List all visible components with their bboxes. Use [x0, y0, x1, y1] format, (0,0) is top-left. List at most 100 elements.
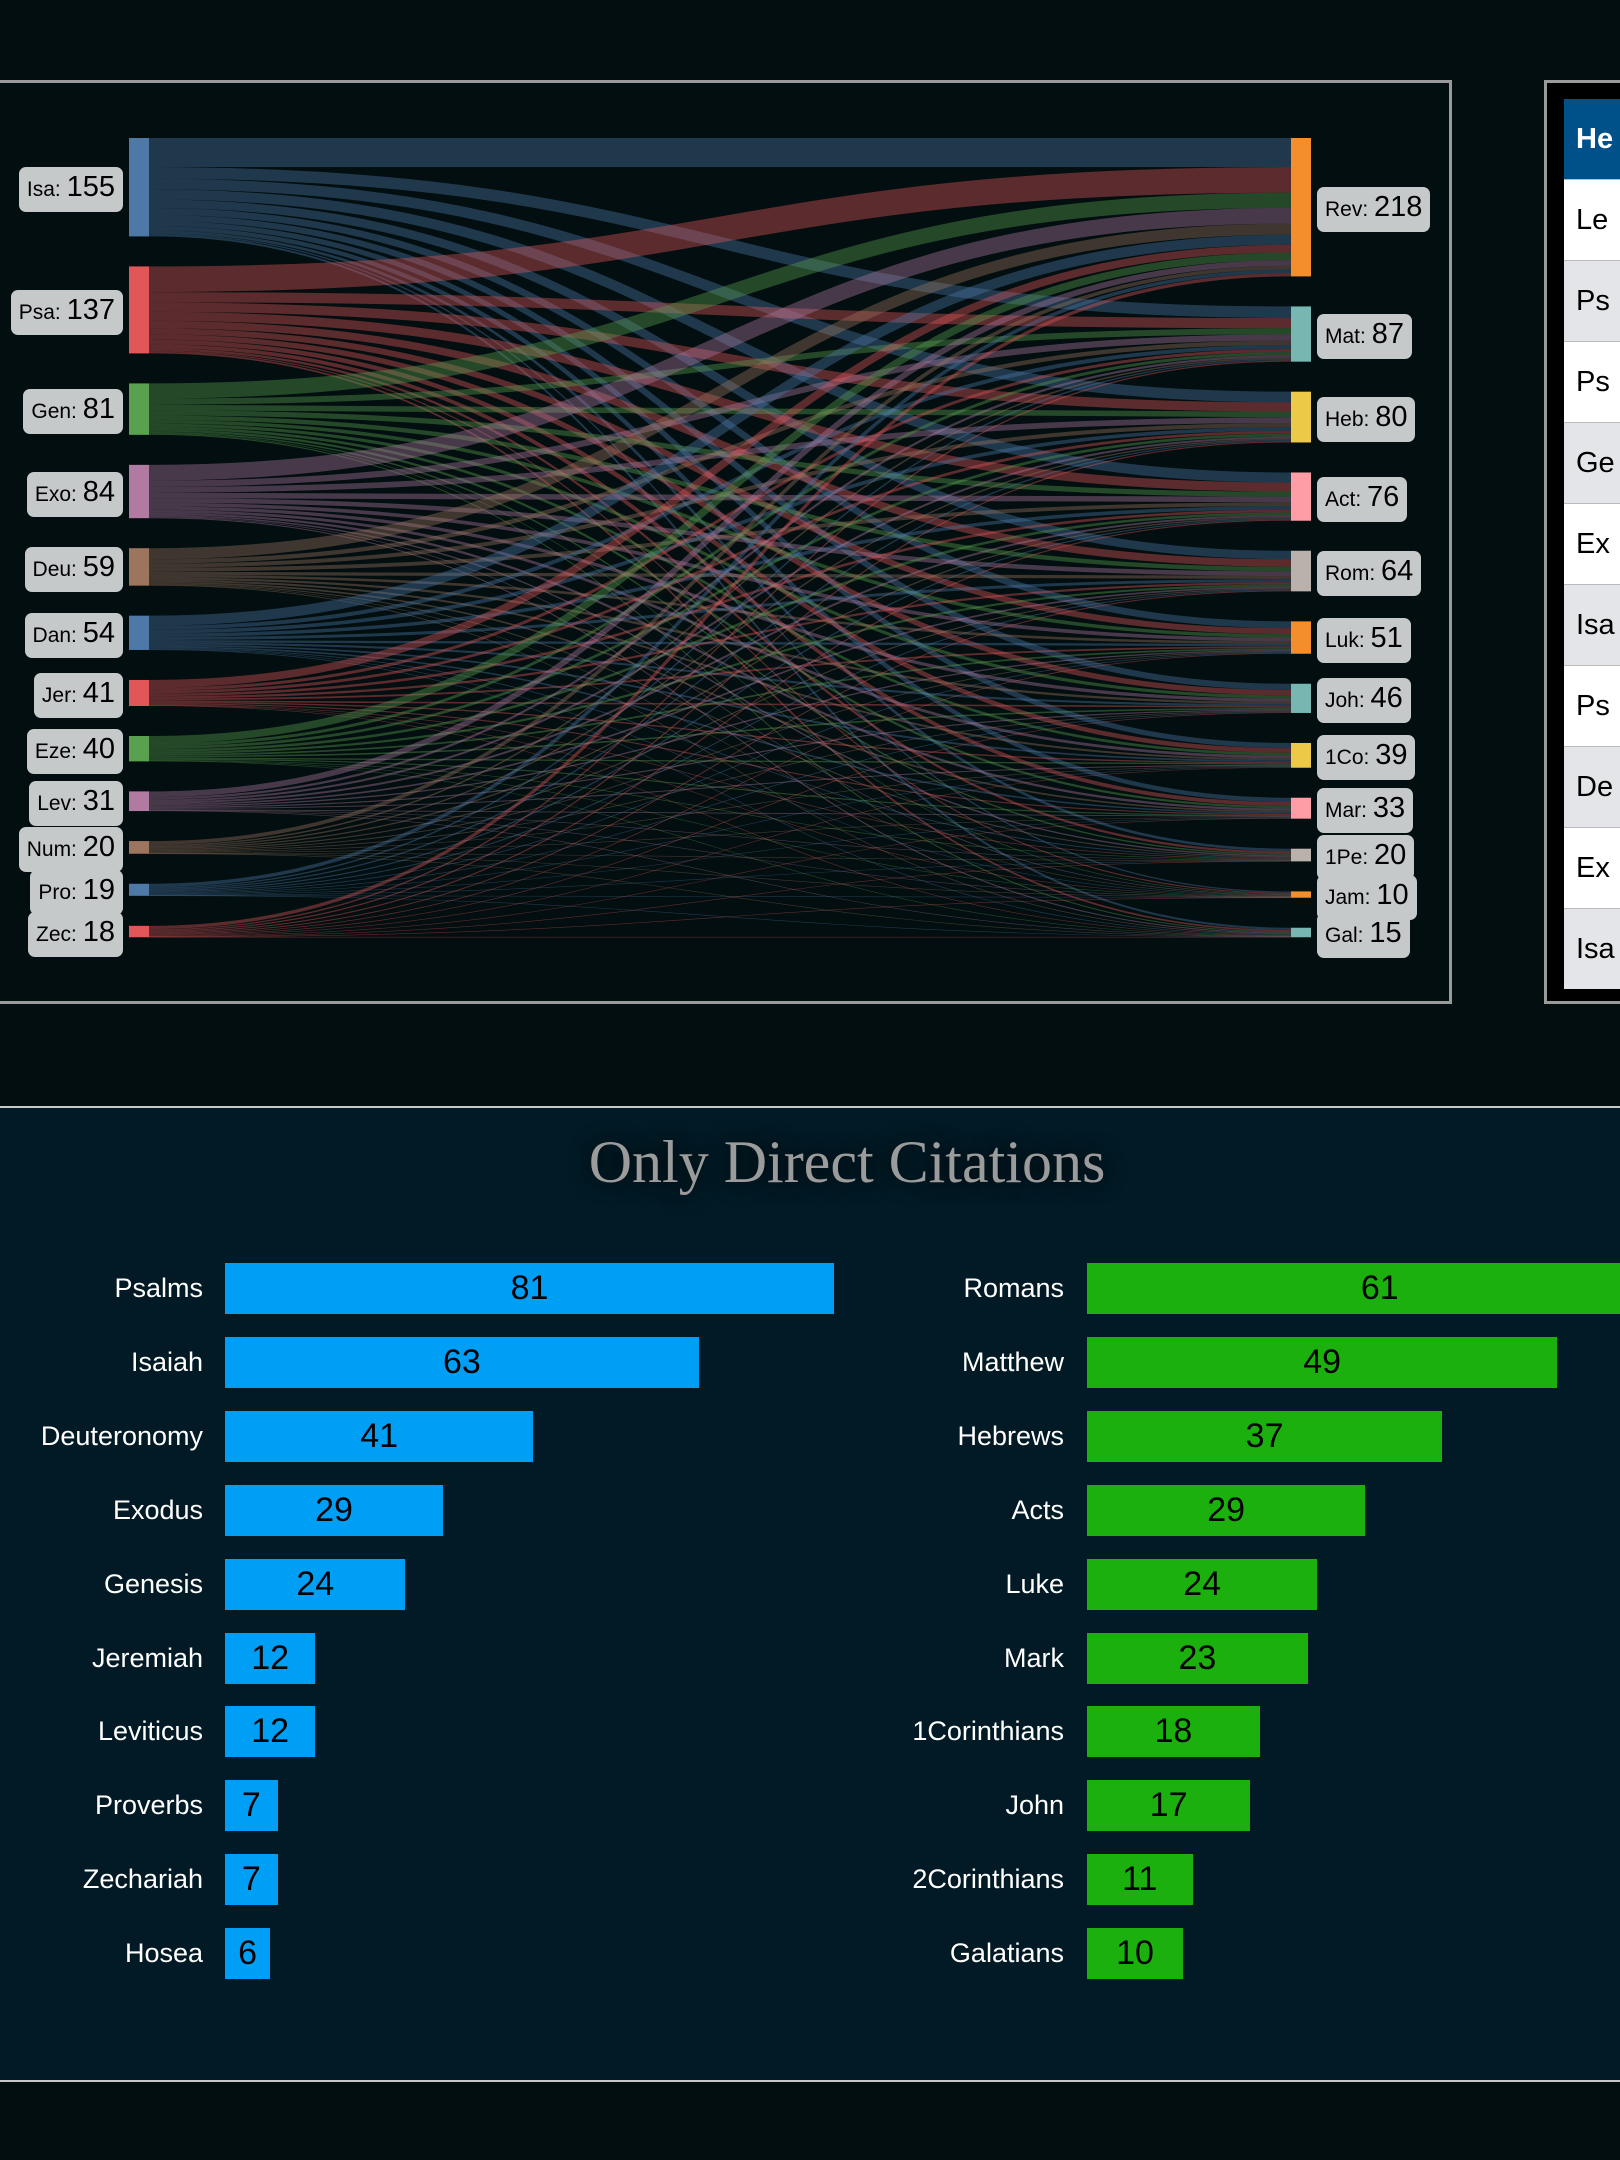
- sankey-node-dan[interactable]: [129, 615, 149, 650]
- table-row[interactable]: Ps: [1564, 341, 1620, 422]
- sankey-link-pro-act: [148, 518, 1292, 892]
- sankey-link-pro-jam: [148, 895, 1292, 898]
- bar[interactable]: [1087, 1558, 1318, 1610]
- table-row[interactable]: Ex: [1564, 827, 1620, 908]
- bar[interactable]: [225, 1484, 444, 1536]
- table-row[interactable]: Isa: [1564, 584, 1620, 665]
- sankey-node-heb[interactable]: [1291, 391, 1311, 443]
- sankey-node-exo[interactable]: [129, 464, 149, 519]
- sankey-node-mat[interactable]: [1291, 306, 1311, 362]
- sankey-node-eze[interactable]: [129, 735, 149, 762]
- sankey-link-deu-rev: [148, 223, 1292, 560]
- sankey-node-joh[interactable]: [1291, 683, 1311, 713]
- bar-value: 29: [315, 1490, 353, 1529]
- bar-label: Galatians: [949, 1938, 1064, 1969]
- bar[interactable]: [1087, 1706, 1260, 1758]
- bar[interactable]: [1087, 1410, 1443, 1462]
- sankey-link-psa-joh: [148, 334, 1292, 696]
- table-row[interactable]: Ps: [1564, 260, 1620, 341]
- bar[interactable]: [1087, 1263, 1620, 1314]
- bar[interactable]: [1087, 1336, 1558, 1388]
- sankey-link-pro-rev: [148, 269, 1292, 888]
- sankey-node-psa[interactable]: [129, 266, 149, 354]
- sankey-link-dan-joh: [148, 642, 1292, 707]
- sankey-node-lev[interactable]: [129, 791, 149, 812]
- node-value: 19: [82, 873, 115, 906]
- node-name: 1Co:: [1325, 746, 1376, 770]
- sankey-node-isa[interactable]: [129, 138, 149, 237]
- sankey-node-gal[interactable]: [1291, 927, 1311, 938]
- sankey-node-label: Num: 20: [18, 827, 123, 873]
- bar[interactable]: [225, 1928, 271, 1980]
- sankey-node-mar[interactable]: [1291, 797, 1311, 819]
- sankey-node-label: Rev: 218: [1317, 187, 1431, 233]
- sankey-node-jam[interactable]: [1291, 891, 1311, 898]
- sankey-link-num-rev: [148, 265, 1292, 845]
- sankey-link-eze-1pe: [148, 759, 1292, 860]
- bar[interactable]: [225, 1780, 278, 1832]
- sankey-link-isa-heb: [148, 178, 1292, 403]
- bar[interactable]: [225, 1336, 699, 1388]
- node-name: Jam:: [1325, 885, 1377, 909]
- bar[interactable]: [1087, 1854, 1193, 1906]
- node-name: Gen:: [31, 400, 83, 424]
- sankey-node-gen[interactable]: [129, 383, 149, 435]
- bar[interactable]: [225, 1263, 835, 1314]
- bar[interactable]: [1087, 1780, 1251, 1832]
- bar[interactable]: [225, 1706, 316, 1758]
- table-row[interactable]: De: [1564, 746, 1620, 827]
- bar[interactable]: [1087, 1484, 1366, 1536]
- sankey-link-exo-gal: [148, 517, 1292, 934]
- table-header[interactable]: He: [1564, 99, 1620, 179]
- table-row[interactable]: Ps: [1564, 665, 1620, 746]
- sankey-link-lev-heb: [148, 436, 1292, 802]
- node-name: Pro:: [38, 880, 83, 904]
- sankey-link-jer-1pe: [148, 704, 1292, 860]
- bar[interactable]: [1087, 1928, 1183, 1980]
- sankey-node-rom[interactable]: [1291, 550, 1311, 592]
- sankey-link-dan-rom: [148, 579, 1292, 641]
- bar-value: 24: [296, 1564, 335, 1603]
- sankey-link-exo-jam: [148, 516, 1292, 896]
- node-name: Lev:: [37, 792, 83, 816]
- bar[interactable]: [225, 1410, 534, 1462]
- sankey-link-zec-1co: [148, 767, 1292, 937]
- bar-label: Proverbs: [94, 1790, 203, 1821]
- sankey-node-pro[interactable]: [129, 883, 149, 896]
- bar-value: 63: [442, 1342, 481, 1381]
- sankey-node-label: Zec: 18: [28, 911, 123, 957]
- sankey-node-1pe[interactable]: [1291, 848, 1311, 862]
- sankey-node-label: Rom: 64: [1317, 551, 1422, 597]
- sankey-link-lev-act: [148, 514, 1292, 804]
- bar[interactable]: [225, 1558, 406, 1610]
- bar[interactable]: [225, 1632, 316, 1684]
- sankey-node-jer[interactable]: [129, 679, 149, 706]
- sankey-node-act[interactable]: [1291, 472, 1311, 521]
- node-value: 76: [1367, 480, 1400, 513]
- sankey-node-num[interactable]: [129, 841, 149, 854]
- sankey-node-zec[interactable]: [129, 925, 149, 938]
- node-name: Mar:: [1325, 799, 1373, 823]
- sankey-link-gen-act: [148, 410, 1292, 497]
- table-row[interactable]: Le: [1564, 179, 1620, 260]
- sankey-node-1co[interactable]: [1291, 742, 1311, 768]
- sankey-link-gen-jam: [148, 433, 1292, 895]
- node-name: Joh:: [1325, 689, 1371, 713]
- sankey-link-num-luk: [148, 651, 1292, 851]
- table-row[interactable]: Ge: [1564, 422, 1620, 503]
- bar[interactable]: [225, 1854, 278, 1906]
- sankey-node-deu[interactable]: [129, 548, 149, 586]
- sankey-link-jer-rom: [148, 582, 1292, 699]
- node-name: Act:: [1325, 487, 1368, 511]
- table-row[interactable]: Isa: [1564, 908, 1620, 989]
- sankey-node-luk[interactable]: [1291, 621, 1311, 654]
- sankey-node-rev[interactable]: [1291, 138, 1311, 277]
- sankey-link-deu-heb: [148, 423, 1292, 568]
- table-row[interactable]: Ex: [1564, 503, 1620, 584]
- sankey-link-gen-heb: [148, 404, 1292, 418]
- sankey-link-eze-rom: [148, 584, 1292, 755]
- sankey-link-exo-mat: [148, 334, 1292, 487]
- bar[interactable]: [1087, 1632, 1308, 1684]
- sankey-node-label: Psa: 137: [10, 289, 123, 335]
- sankey-link-zec-joh: [148, 712, 1292, 936]
